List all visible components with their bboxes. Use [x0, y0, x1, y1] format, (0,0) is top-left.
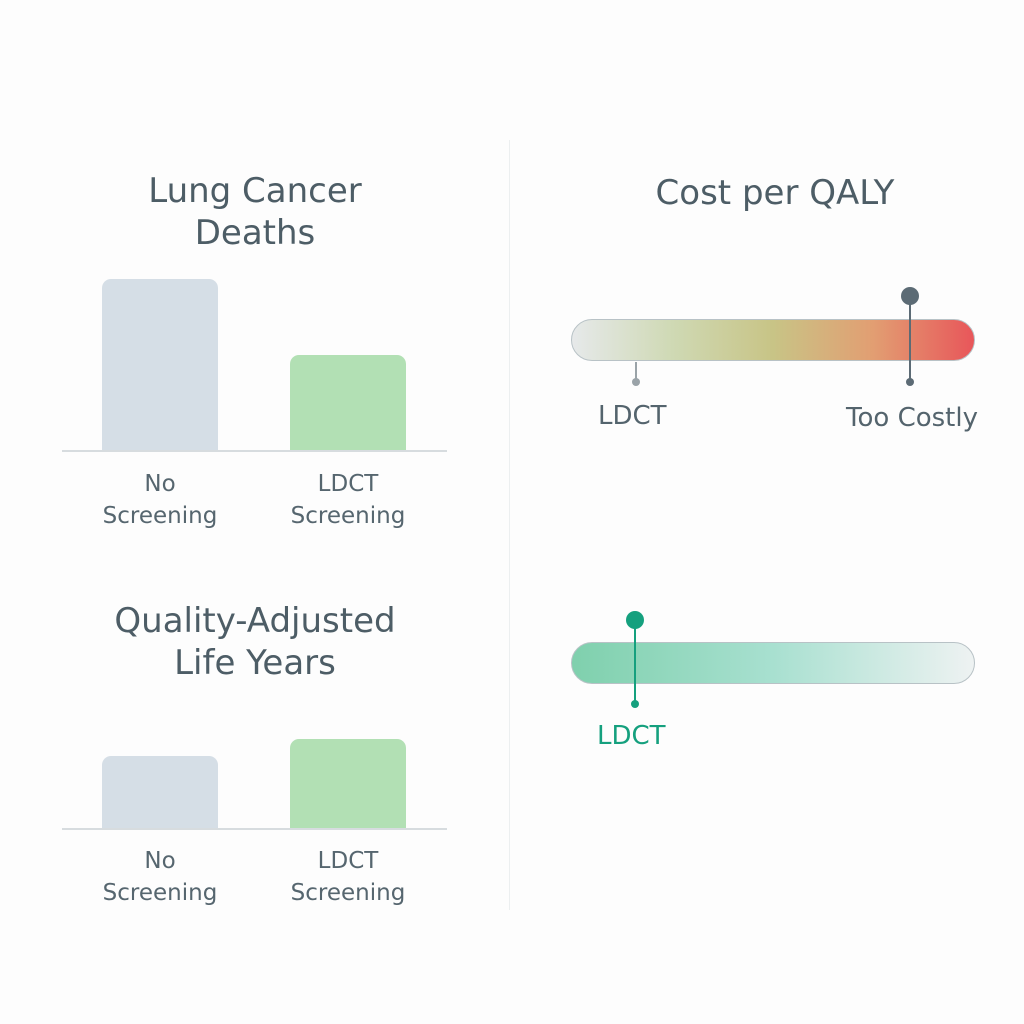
panel-divider	[509, 140, 510, 910]
marker-label: LDCT	[598, 401, 667, 431]
marker-head	[626, 611, 644, 629]
chart-title: Cost per QALY	[655, 173, 895, 213]
category-label: LDCT Screening	[290, 848, 406, 906]
x-axis-baseline	[62, 828, 447, 830]
marker-label: LDCT	[597, 721, 666, 751]
chart-title: Lung Cancer Deaths	[40, 170, 470, 254]
bar-no-screening	[102, 279, 218, 451]
marker-head	[901, 287, 919, 305]
category-label: LDCT Screening	[290, 471, 406, 529]
x-axis-baseline	[62, 450, 447, 452]
bar-ldct-screening	[290, 739, 406, 829]
category-label: No Screening	[102, 471, 218, 529]
bar-ldct-screening	[290, 355, 406, 451]
marker-dot	[906, 378, 914, 386]
marker-dot	[631, 700, 639, 708]
marker-label: Too Costly	[846, 403, 978, 433]
chart-title-line-1: Quality-Adjusted	[114, 601, 396, 641]
chart-title: Quality-Adjusted Life Years	[40, 600, 470, 684]
chart-title-line-2: Life Years	[174, 643, 336, 683]
cost-scale-track	[571, 319, 975, 361]
chart-title-line-1: Lung Cancer	[148, 171, 362, 211]
marker-line	[909, 296, 911, 382]
bar-no-screening	[102, 756, 218, 829]
benefit-scale-track	[571, 642, 975, 684]
marker-line	[634, 620, 636, 704]
chart-title-line-2: Deaths	[194, 213, 316, 253]
marker-line	[635, 362, 637, 382]
marker-dot	[632, 378, 640, 386]
category-label: No Screening	[102, 848, 218, 906]
